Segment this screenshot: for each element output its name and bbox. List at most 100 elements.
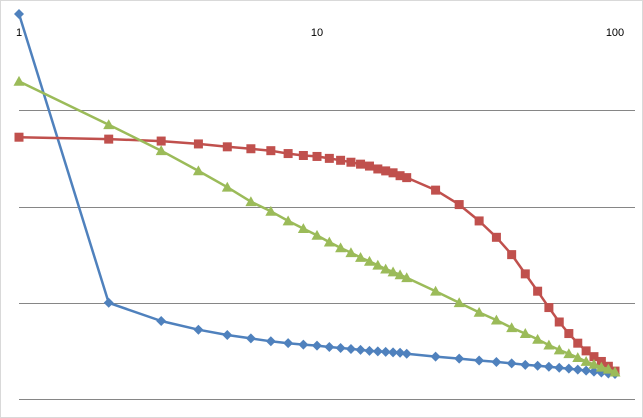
data-point-diamond xyxy=(335,342,346,353)
data-point-diamond xyxy=(372,346,383,357)
data-point-diamond xyxy=(543,361,554,372)
data-point-diamond xyxy=(345,343,356,354)
data-point-diamond xyxy=(532,360,543,371)
series-line xyxy=(17,13,616,376)
data-point-triangle xyxy=(430,285,442,296)
data-point-diamond xyxy=(283,338,294,349)
data-point-square xyxy=(474,216,484,226)
data-point-diamond xyxy=(193,324,204,335)
data-point-triangle xyxy=(506,322,518,333)
data-point-diamond xyxy=(563,363,574,374)
data-point-square xyxy=(346,157,356,167)
data-point-triangle xyxy=(323,236,335,247)
data-point-triangle xyxy=(297,223,309,234)
data-point-triangle xyxy=(372,259,384,270)
data-point-triangle xyxy=(245,196,257,207)
data-point-triangle xyxy=(609,366,621,377)
data-point-diamond xyxy=(520,359,531,370)
data-point-square xyxy=(373,164,383,174)
data-point-triangle xyxy=(453,297,465,308)
data-point-diamond xyxy=(364,345,375,356)
data-point-square xyxy=(246,144,256,154)
data-point-square xyxy=(581,346,591,356)
data-point-square xyxy=(104,134,114,144)
data-point-diamond xyxy=(245,333,256,344)
data-point-diamond xyxy=(298,339,309,350)
data-point-triangle xyxy=(311,229,323,240)
data-point-triangle xyxy=(13,75,25,86)
data-point-triangle xyxy=(490,314,502,325)
data-point-diamond xyxy=(312,340,322,351)
data-point-square xyxy=(193,139,203,149)
data-point-square xyxy=(564,329,574,339)
data-point-diamond xyxy=(103,297,114,308)
data-point-triangle xyxy=(155,145,167,156)
data-point-square xyxy=(533,286,543,296)
data-point-square xyxy=(395,171,405,181)
data-point-diamond xyxy=(554,362,565,373)
data-point-triangle xyxy=(221,181,233,192)
data-point-triangle xyxy=(401,272,413,283)
data-point-diamond xyxy=(581,365,592,376)
data-point-square xyxy=(431,185,441,195)
data-point-triangle xyxy=(335,242,347,253)
data-point-square xyxy=(589,352,599,362)
data-point-triangle xyxy=(602,363,614,374)
data-point-diamond xyxy=(474,355,485,366)
data-point-square xyxy=(336,155,346,165)
data-point-square xyxy=(222,142,232,152)
data-point-triangle xyxy=(380,263,392,274)
data-point-triangle xyxy=(519,328,531,338)
data-point-triangle xyxy=(192,165,204,176)
data-point-diamond xyxy=(454,353,465,364)
data-point-diamond xyxy=(265,336,276,347)
data-point-triangle xyxy=(345,247,357,258)
x-tick-label: 10 xyxy=(311,27,323,39)
x-tick-label: 100 xyxy=(606,27,624,39)
data-point-square xyxy=(312,151,322,161)
data-point-square xyxy=(324,153,334,163)
data-point-diamond xyxy=(430,351,441,362)
data-point-square xyxy=(381,166,391,176)
data-point-square xyxy=(388,168,398,178)
data-point-triangle xyxy=(595,361,607,372)
x-tick-label: 1 xyxy=(16,27,22,39)
data-point-triangle xyxy=(282,215,294,226)
data-point-square xyxy=(554,317,564,327)
data-point-square xyxy=(356,159,366,169)
data-point-square xyxy=(596,356,606,366)
data-point-diamond xyxy=(222,329,233,340)
data-point-square xyxy=(402,173,412,183)
data-point-square xyxy=(14,132,24,142)
data-point-square xyxy=(491,232,501,242)
data-point-square xyxy=(520,269,530,279)
data-point-triangle xyxy=(387,266,399,277)
data-point-diamond xyxy=(156,316,167,327)
data-point-diamond xyxy=(388,347,399,358)
data-point-triangle xyxy=(355,252,367,262)
data-point-diamond xyxy=(401,348,412,359)
data-point-triangle xyxy=(543,339,555,350)
data-point-diamond xyxy=(14,9,24,19)
data-point-triangle xyxy=(572,352,584,363)
data-point-diamond xyxy=(355,344,366,355)
data-point-diamond xyxy=(491,356,502,367)
data-point-square xyxy=(298,150,308,160)
data-point-square xyxy=(283,149,293,159)
data-point-square xyxy=(364,161,374,171)
data-point-square xyxy=(454,200,464,210)
data-point-triangle xyxy=(580,355,592,366)
data-point-triangle xyxy=(563,348,575,359)
data-point-square xyxy=(507,250,517,260)
data-point-triangle xyxy=(363,255,375,266)
data-point-triangle xyxy=(588,358,600,369)
data-point-triangle xyxy=(265,205,277,216)
data-point-triangle xyxy=(103,119,115,130)
data-point-diamond xyxy=(588,366,599,377)
data-point-triangle xyxy=(473,306,485,317)
data-point-diamond xyxy=(506,358,517,369)
data-point-triangle xyxy=(532,333,544,344)
data-point-triangle xyxy=(394,269,406,280)
